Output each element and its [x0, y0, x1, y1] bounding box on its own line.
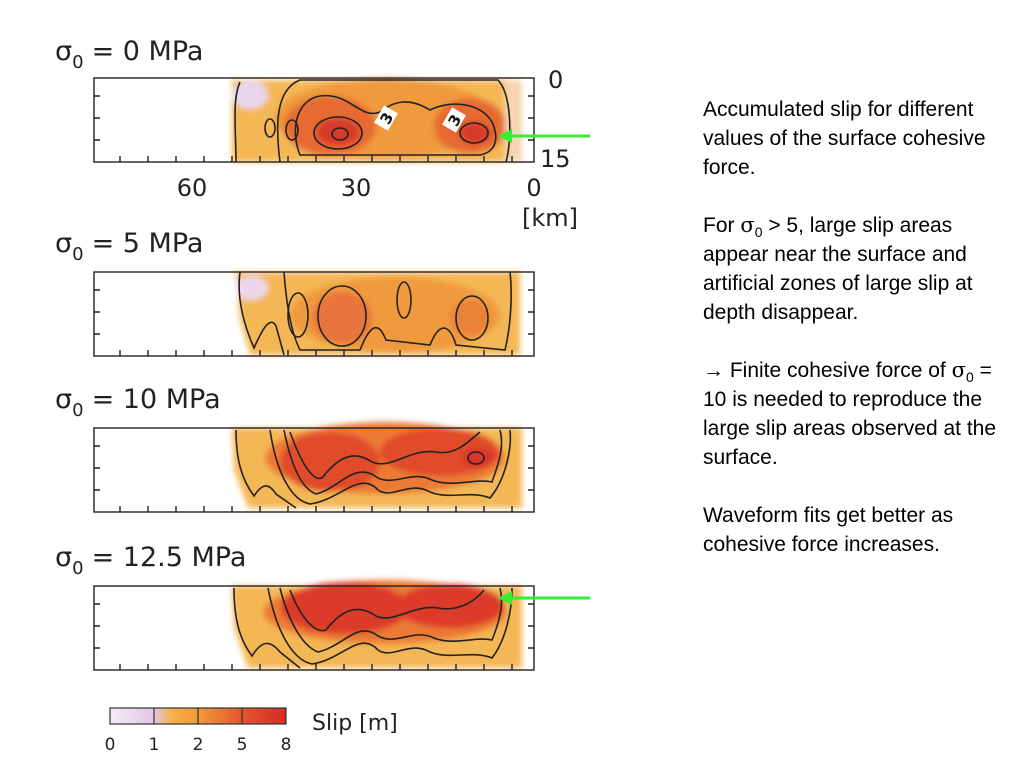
slip-contours: [238, 271, 512, 356]
subscript: 0: [965, 369, 974, 386]
note-paragraph: Accumulated slip for different values of…: [703, 95, 1003, 182]
subscript: 0: [754, 224, 763, 241]
panel-frame: [93, 427, 535, 513]
x-tick-label: 60: [177, 174, 208, 202]
note-text: Accumulated slip for different values of…: [703, 98, 986, 179]
notes-text: Accumulated slip for different values of…: [703, 95, 1003, 588]
x-tick-label: 0: [526, 174, 541, 202]
colorbar-tick-label: 1: [149, 735, 160, 755]
colorbar-tick-label: 5: [237, 735, 248, 755]
contour-label-3: 3: [374, 105, 398, 131]
note-text: > 5, large slip areas appear near the su…: [703, 214, 973, 324]
green-arrow: [498, 129, 590, 143]
panel-frame: [93, 77, 535, 163]
panel-sigma-0: σ0 = 0 MPa 3 3: [55, 36, 590, 232]
colorbar: 0 1 2 5 8 Slip [m]: [105, 707, 398, 755]
note-paragraph: For σ0 > 5, large slip areas appear near…: [703, 211, 1003, 327]
contour-label-3: 3: [442, 107, 466, 133]
note-paragraph: Waveform fits get better as cohesive for…: [703, 501, 1003, 559]
slip-field: [232, 78, 522, 162]
slip-contours: [235, 429, 512, 509]
colorbar-title: Slip [m]: [312, 711, 398, 736]
colorbar-tick-label: 0: [105, 735, 116, 755]
slip-field: [232, 580, 522, 668]
colorbar-tick-label: 2: [193, 735, 204, 755]
slip-figure: σ0 = 0 MPa 3 3: [55, 36, 590, 755]
sigma-symbol: σ: [951, 358, 966, 382]
depth-tick-label: 15: [540, 145, 571, 173]
note-text: = 10 is needed to reproduce the large sl…: [703, 359, 997, 469]
panel-sigma-5: σ0 = 5 MPa: [55, 228, 535, 357]
panel-title: σ0 = 12.5 MPa: [55, 542, 246, 579]
panel-frame: [93, 271, 535, 357]
colorbar-tick-label: 8: [281, 735, 292, 755]
panel-title: σ0 = 0 MPa: [55, 36, 203, 73]
arrow-icon: →: [703, 359, 724, 382]
slip-field: [232, 422, 522, 508]
panel-title: σ0 = 10 MPa: [55, 384, 221, 421]
panel-sigma-12-5: σ0 = 12.5 MPa: [55, 542, 590, 671]
x-tick-label: 30: [341, 174, 372, 202]
note-text: For: [703, 214, 741, 237]
green-arrow: [498, 591, 590, 605]
x-unit-label: [km]: [522, 204, 578, 232]
note-paragraph: → Finite cohesive force of σ0 = 10 is ne…: [703, 356, 1003, 472]
note-text: Finite cohesive force of: [724, 359, 952, 382]
slip-contours: [233, 587, 513, 669]
depth-tick-label: 0: [548, 66, 563, 94]
panel-sigma-10: σ0 = 10 MPa: [55, 384, 535, 513]
panel-frame: [93, 585, 535, 671]
panel-title: σ0 = 5 MPa: [55, 228, 203, 265]
note-text: Waveform fits get better as cohesive for…: [703, 504, 954, 556]
sigma-symbol: σ: [740, 213, 755, 237]
slip-field: [236, 272, 520, 355]
